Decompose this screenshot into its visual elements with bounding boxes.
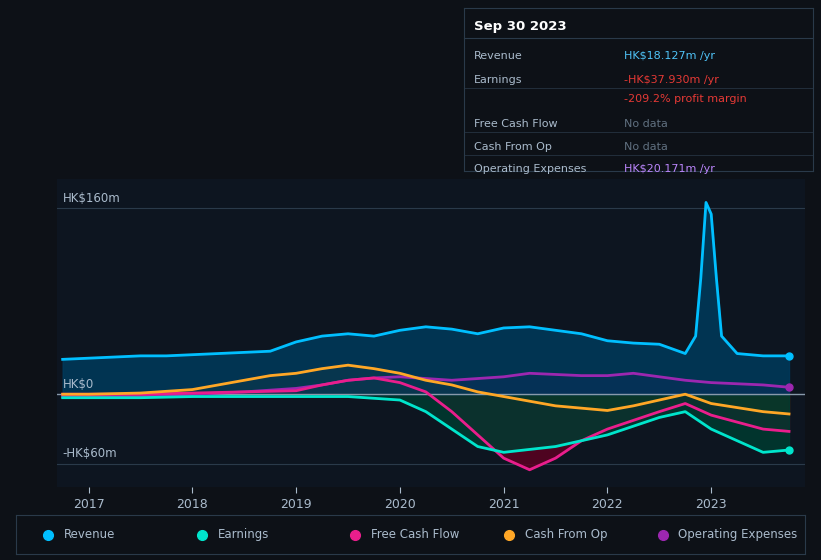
Text: -HK$37.930m /yr: -HK$37.930m /yr <box>624 75 719 85</box>
Text: Revenue: Revenue <box>64 528 115 542</box>
Text: Sep 30 2023: Sep 30 2023 <box>475 20 567 33</box>
Text: Earnings: Earnings <box>218 528 268 542</box>
Text: HK$18.127m /yr: HK$18.127m /yr <box>624 50 715 60</box>
Text: Free Cash Flow: Free Cash Flow <box>371 528 460 542</box>
Text: Free Cash Flow: Free Cash Flow <box>475 119 558 129</box>
Text: Operating Expenses: Operating Expenses <box>678 528 798 542</box>
Text: HK$160m: HK$160m <box>62 192 121 205</box>
Text: No data: No data <box>624 119 668 129</box>
Text: -HK$60m: -HK$60m <box>62 447 117 460</box>
Text: Earnings: Earnings <box>475 75 523 85</box>
Text: HK$0: HK$0 <box>62 378 94 391</box>
Text: Cash From Op: Cash From Op <box>475 142 553 152</box>
Text: Revenue: Revenue <box>475 50 523 60</box>
Text: HK$20.171m /yr: HK$20.171m /yr <box>624 164 715 174</box>
Text: Operating Expenses: Operating Expenses <box>475 164 587 174</box>
Text: Cash From Op: Cash From Op <box>525 528 608 542</box>
Text: -209.2% profit margin: -209.2% profit margin <box>624 95 747 105</box>
Text: No data: No data <box>624 142 668 152</box>
